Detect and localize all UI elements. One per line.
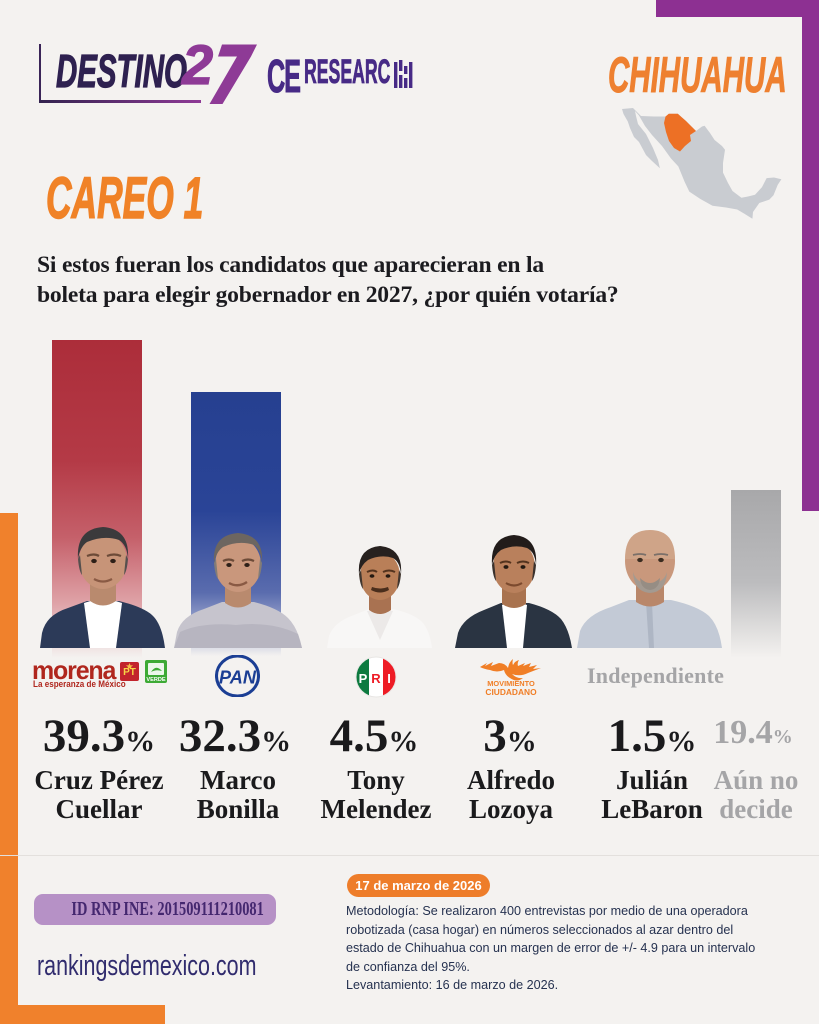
svg-text:PAN: PAN [219,668,257,688]
svg-text:I: I [387,671,391,686]
svg-text:P: P [359,671,368,686]
svg-text:CIUDADANO: CIUDADANO [485,687,537,697]
svg-text:R: R [371,671,381,686]
svg-text:PT: PT [123,667,136,678]
svg-text:MOVIMIENTO: MOVIMIENTO [487,679,535,688]
svg-text:VERDE: VERDE [146,677,166,683]
